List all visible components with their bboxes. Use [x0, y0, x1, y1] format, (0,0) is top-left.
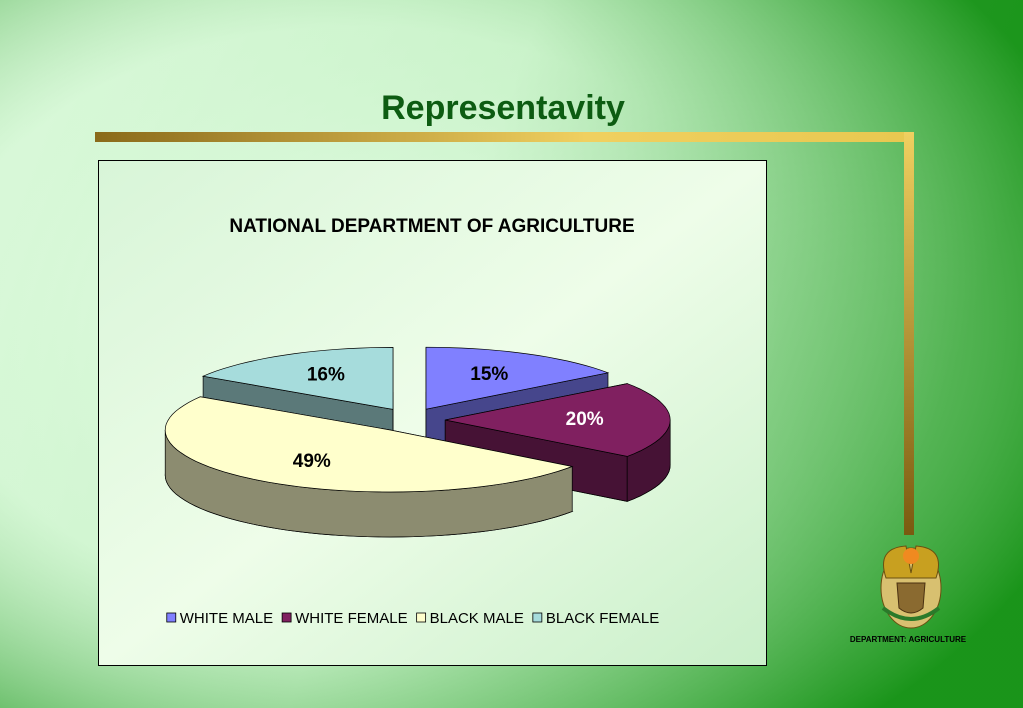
- logo-caption: DEPARTMENT: AGRICULTURE: [850, 635, 967, 644]
- data-label: 49%: [293, 451, 331, 472]
- legend-swatch: [166, 612, 177, 623]
- legend-label: BLACK FEMALE: [546, 610, 659, 627]
- gold-bar: [95, 132, 913, 142]
- slice: [164, 396, 574, 493]
- data-label: 16%: [307, 365, 345, 386]
- legend-swatch: [532, 612, 543, 623]
- slice: [425, 346, 610, 410]
- legend-swatch: [281, 612, 292, 623]
- emblem: [880, 545, 942, 629]
- data-label: 15%: [470, 364, 508, 385]
- slice: [201, 347, 394, 410]
- pie: 15% 16% 20% 49%: [164, 346, 671, 538]
- legend-label: WHITE MALE: [180, 610, 273, 627]
- data-label: 20%: [566, 409, 604, 430]
- legend-swatch: [416, 612, 427, 623]
- chart-title: NATIONAL DEPARTMENT OF AGRICULTURE: [229, 216, 634, 237]
- legend-label: WHITE FEMALE: [295, 610, 408, 627]
- slice: [445, 383, 671, 457]
- legend-label: BLACK MALE: [430, 610, 524, 627]
- slide-title: Representavity: [381, 89, 625, 127]
- gold-bar-vertical: [904, 132, 914, 535]
- legend: WHITE MALE WHITE FEMALE BLACK MALE BLACK FE…: [166, 610, 659, 627]
